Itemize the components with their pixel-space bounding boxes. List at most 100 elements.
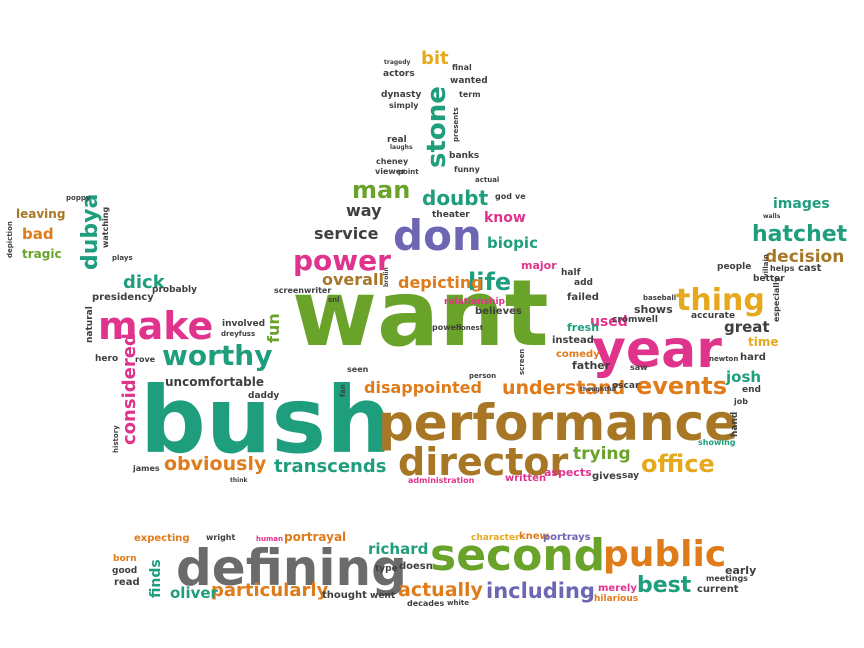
cloud-word-man: man [352, 176, 410, 204]
cloud-word-decision: decision [765, 247, 844, 267]
cloud-word-portrays: portrays [543, 532, 591, 543]
cloud-word-fun: fun [264, 313, 283, 343]
cloud-word-dynasty: dynasty [381, 90, 421, 100]
cloud-word-natural: natural [85, 306, 95, 343]
cloud-word-screenwriter: screenwriter [274, 286, 331, 295]
cloud-word-think: think [230, 477, 248, 484]
cloud-word-person: person [469, 372, 496, 380]
cloud-word-viewer: viewer [375, 167, 405, 176]
cloud-word-thing: thing [676, 283, 765, 318]
cloud-word-portrayal: portrayal [284, 530, 346, 544]
cloud-word-doesn: doesn [399, 561, 433, 572]
cloud-word-meetings: meetings [706, 574, 748, 583]
cloud-word-dick: dick [123, 272, 166, 293]
cloud-word-life: life [468, 268, 511, 296]
cloud-word-cromwell: cromwell [612, 315, 658, 325]
cloud-word-father: father [572, 359, 611, 372]
cloud-word-point: point [398, 168, 419, 176]
cloud-word-showing: showing [698, 438, 736, 447]
cloud-word-final: final [452, 63, 472, 72]
cloud-word-stone: stone [422, 86, 452, 168]
cloud-word-hard: hard [740, 352, 766, 363]
cloud-word-actual: actual [475, 176, 499, 184]
cloud-word-shows: shows [634, 303, 673, 316]
cloud-word-actually: actually [398, 579, 484, 601]
cloud-word-early: early [725, 564, 756, 577]
cloud-word-fan: fan [339, 384, 347, 397]
cloud-word-overall: overall [322, 270, 384, 289]
cloud-word-watching: watching [101, 207, 110, 248]
cloud-word-power: power [293, 244, 391, 277]
cloud-word-make: make [98, 304, 213, 348]
cloud-word-particularly: particularly [211, 580, 329, 601]
cloud-word-plays: plays [112, 254, 133, 262]
cloud-word-defining: defining [176, 539, 407, 597]
cloud-word-add: add [574, 278, 593, 288]
cloud-word-villain: villain [762, 254, 770, 278]
cloud-word-daddy: daddy [248, 391, 279, 401]
cloud-word-actors: actors [383, 69, 415, 79]
cloud-word-bad: bad [22, 225, 54, 243]
cloud-word-don: don [393, 211, 482, 260]
cloud-word-history: history [112, 425, 120, 453]
cloud-word-god: god [495, 192, 512, 201]
cloud-word-born: born [113, 554, 136, 564]
cloud-word-snl: snl [328, 296, 340, 304]
cloud-word-doubt: doubt [422, 186, 489, 210]
cloud-word-considered: considered [119, 333, 140, 445]
cloud-word-accurate: accurate [691, 311, 735, 321]
cloud-word-used: used [590, 314, 628, 330]
cloud-word-oscar: oscar [612, 381, 640, 391]
cloud-word-current: current [697, 584, 739, 595]
cloud-word-images: images [773, 196, 830, 212]
cloud-word-say: say [622, 471, 639, 481]
cloud-word-theater: theater [432, 210, 470, 220]
cloud-word-worthy: worthy [162, 339, 272, 372]
cloud-word-read: read [114, 577, 140, 588]
cloud-word-james: james [132, 464, 160, 473]
cloud-word-type: type [375, 564, 398, 574]
cloud-word-laughs: laughs [390, 144, 413, 151]
cloud-word-term: term [459, 90, 481, 99]
cloud-word-disappointed: disappointed [364, 378, 482, 397]
cloud-word-performance: performance [378, 394, 738, 452]
cloud-word-written: written [505, 473, 546, 484]
cloud-word-hatchet: hatchet [752, 222, 848, 247]
cloud-word-oliver: oliver [170, 584, 219, 602]
cloud-word-know: know [484, 210, 526, 226]
cloud-word-comedy: comedy [556, 349, 600, 360]
cloud-word-major: major [521, 259, 557, 272]
cloud-word-instead: instead [552, 335, 594, 346]
cloud-word-powell: powell [432, 323, 462, 332]
cloud-word-merely: merely [598, 583, 637, 594]
cloud-word-dreyfuss: dreyfuss [221, 330, 255, 338]
cloud-word-great: great [724, 318, 770, 336]
cloud-word-aspects: aspects [544, 466, 592, 479]
cloud-word-finds: finds [148, 559, 164, 598]
cloud-word-director: director [398, 440, 569, 484]
cloud-word-walls: walls [763, 213, 781, 220]
cloud-word-gives: gives [592, 471, 622, 482]
cloud-word-honest: honest [456, 324, 484, 332]
cloud-word-seen: seen [347, 365, 369, 374]
cloud-word-depicting: depicting [398, 273, 483, 292]
cloud-word-uncomfortable: uncomfortable [165, 375, 264, 389]
cloud-word-bit: bit [421, 48, 449, 69]
cloud-word-hero: hero [95, 354, 118, 364]
cloud-word-biopic: biopic [487, 234, 538, 252]
cloud-word-character: character [471, 533, 520, 543]
cloud-word-richard: richard [368, 540, 428, 558]
cloud-word-end: end [742, 385, 761, 395]
cloud-word-trying: trying [573, 444, 631, 464]
cloud-word-better: better [753, 274, 785, 284]
cloud-word-banks: banks [449, 151, 479, 161]
cloud-word-josh: josh [725, 368, 761, 386]
cloud-word-obviously: obviously [164, 453, 267, 475]
cloud-word-cast: cast [798, 263, 822, 274]
cloud-word-involved: involved [222, 319, 265, 329]
cloud-word-office: office [641, 450, 715, 478]
cloud-word-administration: administration [408, 476, 475, 485]
cloud-word-best: best [637, 573, 692, 598]
cloud-word-cheney: cheney [376, 157, 409, 166]
